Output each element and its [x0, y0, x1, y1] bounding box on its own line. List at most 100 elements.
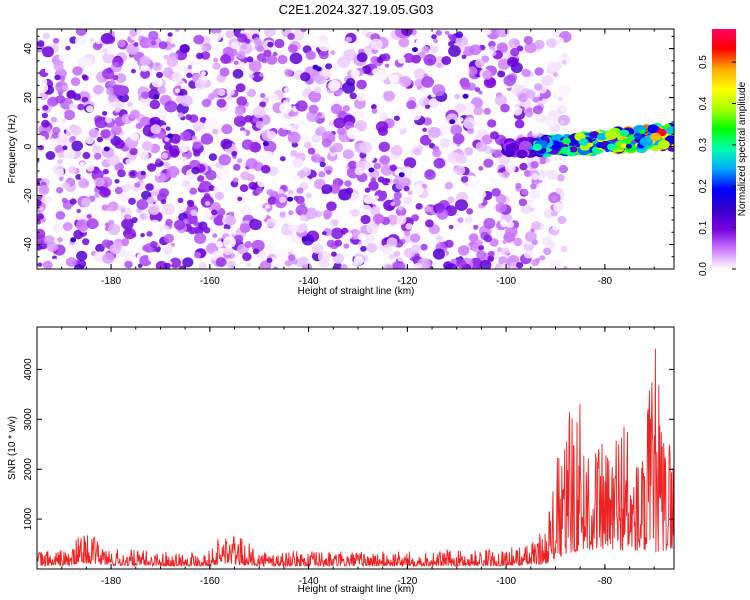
heatmap-cell: [516, 262, 524, 269]
heatmap-cell: [94, 116, 108, 129]
heatmap-cell: [70, 135, 76, 141]
heatmap-cell: [112, 84, 126, 96]
heatmap-cell: [116, 209, 122, 215]
heatmap-cell: [360, 245, 367, 252]
heatmap-cell: [200, 133, 214, 145]
heatmap-cell: [140, 64, 149, 72]
heatmap-cell: [56, 158, 63, 165]
heatmap-cell: [558, 84, 571, 97]
heatmap-cell: [140, 233, 146, 238]
heatmap-cell: [366, 243, 378, 253]
heatmap-cell: [466, 208, 474, 215]
heatmap-cell: [248, 181, 258, 190]
heatmap-cell: [501, 171, 510, 179]
heatmap-cell: [274, 38, 285, 49]
heatmap-cell: [261, 230, 275, 243]
heatmap-cell: [149, 116, 161, 127]
heatmap-cell: [189, 187, 198, 195]
heatmap-cell: [414, 79, 424, 88]
heatmap-cell: [526, 107, 534, 113]
heatmap-cell: [264, 29, 276, 37]
heatmap-cell: [425, 219, 434, 228]
heatmap-cell: [246, 262, 252, 267]
heatmap-cell: [190, 209, 198, 216]
heatmap-cell: [178, 265, 187, 269]
heatmap-cell: [406, 100, 417, 110]
heatmap-cell: [361, 65, 372, 75]
heatmap-cell: [158, 41, 168, 50]
heatmap-cell: [555, 39, 561, 44]
heatmap-cell: [538, 175, 544, 181]
heatmap-cell: [147, 163, 157, 172]
heatmap-cell: [558, 53, 571, 66]
heatmap-cell: [226, 260, 236, 269]
heatmap-cell: [56, 134, 69, 146]
spectrogram-xlabel: Height of straight line (km): [298, 286, 415, 297]
heatmap-cell: [424, 169, 436, 180]
heatmap-cell: [403, 53, 415, 63]
heatmap-cell: [425, 104, 430, 110]
heatmap-cell: [665, 126, 674, 135]
heatmap-cell: [128, 197, 136, 205]
heatmap-cell: [386, 237, 398, 248]
heatmap-cell: [129, 243, 135, 248]
snr-ytick-label: 4000: [23, 358, 34, 381]
heatmap-cell: [125, 158, 132, 165]
heatmap-cell: [59, 75, 66, 82]
heatmap-cell: [201, 45, 208, 52]
heatmap-cell: [272, 51, 278, 57]
heatmap-cell: [139, 212, 149, 221]
heatmap-cell: [532, 143, 542, 151]
heatmap-cell: [428, 98, 439, 108]
heatmap-cell: [318, 50, 329, 60]
heatmap-cell: [528, 199, 534, 204]
heatmap-cell: [329, 183, 341, 194]
heatmap-cell: [163, 233, 174, 244]
heatmap-cell: [452, 133, 465, 145]
heatmap-cell: [291, 29, 305, 41]
heatmap-cell: [534, 83, 543, 91]
heatmap-cell: [371, 108, 378, 114]
spectrogram-xtick-label: -160: [200, 276, 220, 287]
heatmap-cell: [449, 34, 457, 42]
heatmap-cell: [295, 204, 308, 216]
heatmap-cell: [62, 85, 69, 91]
heatmap-cell: [212, 233, 218, 238]
heatmap-cell: [360, 214, 371, 225]
heatmap-cell: [314, 74, 326, 85]
heatmap-cell: [479, 259, 492, 269]
heatmap-cell: [248, 60, 262, 72]
heatmap-cell: [262, 97, 269, 103]
heatmap-cell: [152, 62, 163, 71]
heatmap-cell: [474, 58, 485, 68]
heatmap-cell: [349, 92, 357, 100]
heatmap-cell: [107, 95, 116, 103]
heatmap-cell: [75, 174, 82, 180]
heatmap-cell: [555, 187, 563, 195]
heatmap-cell: [311, 134, 321, 143]
heatmap-cell: [413, 68, 427, 80]
heatmap-cell: [45, 151, 56, 160]
heatmap-cell: [277, 250, 290, 262]
snr-line: [37, 348, 674, 568]
heatmap-cell: [343, 49, 357, 61]
heatmap-cell: [233, 60, 239, 65]
heatmap-cell: [162, 203, 176, 216]
heatmap-cell: [419, 154, 431, 165]
heatmap-cell: [226, 88, 235, 96]
heatmap-cell: [353, 256, 364, 266]
heatmap-cell: [279, 156, 286, 162]
heatmap-cell: [71, 125, 82, 136]
heatmap-cell: [472, 224, 479, 230]
heatmap-cell: [518, 93, 528, 103]
heatmap-cell: [75, 211, 85, 221]
heatmap-cell: [76, 208, 81, 214]
heatmap-cell: [232, 177, 239, 183]
heatmap-cell: [115, 73, 127, 83]
heatmap-cell: [463, 117, 476, 129]
heatmap-cell: [432, 148, 442, 158]
heatmap-cell: [463, 102, 475, 113]
heatmap-cell: [321, 184, 333, 195]
heatmap-cell: [321, 231, 327, 236]
heatmap-cell: [468, 233, 479, 243]
